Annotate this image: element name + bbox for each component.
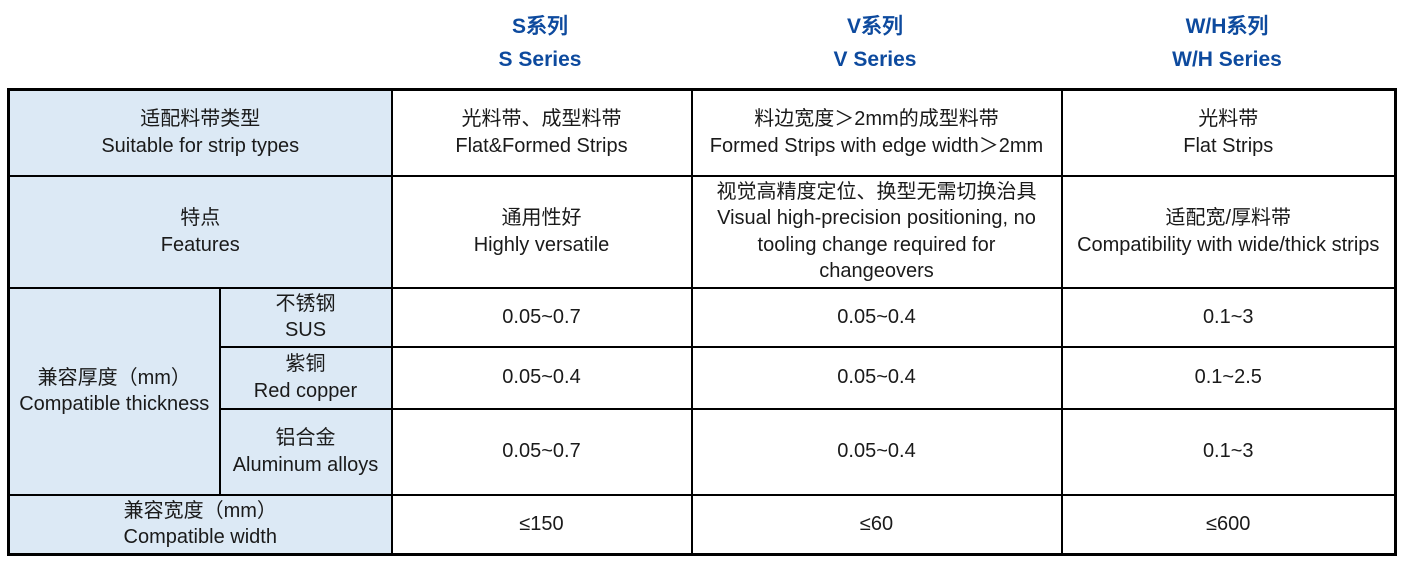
strip-types-label-cell: 适配料带类型 Suitable for strip types xyxy=(7,88,393,177)
strip-types-wh-zh: 光料带 xyxy=(1198,108,1259,131)
series-header-wh: W/H系列 W/H Series xyxy=(1060,11,1394,76)
strip-types-v-en: Formed Strips with edge width＞2mm xyxy=(709,134,1044,157)
row-width: 兼容宽度（mm） Compatible width ≤150 ≤60 ≤600 xyxy=(7,493,1397,556)
strip-types-wh-en: Flat Strips xyxy=(1183,134,1274,157)
features-label-zh: 特点 xyxy=(180,207,221,230)
material-aluminum-en: Aluminum alloys xyxy=(232,453,379,476)
width-cell-v: ≤60 xyxy=(690,493,1063,556)
strip-types-cell-s: 光料带、成型料带 Flat&Formed Strips xyxy=(390,88,693,177)
material-copper-cell: 紫铜 Red copper xyxy=(218,345,393,410)
thickness-label-en: Compatible thickness xyxy=(19,393,210,415)
series-v-title-en: V Series xyxy=(833,48,917,71)
width-cell-wh: ≤600 xyxy=(1060,493,1397,556)
thickness-label-cell: 兼容厚度（mm） Compatible thickness xyxy=(7,286,221,496)
thickness-sus-s: 0.05~0.7 xyxy=(390,286,693,348)
material-aluminum-cell: 铝合金 Aluminum alloys xyxy=(218,407,393,496)
series-header-s: S系列 S Series xyxy=(390,11,690,76)
thickness-copper-wh: 0.1~2.5 xyxy=(1060,345,1397,410)
features-v-zh: 视觉高精度定位、换型无需切换治具 xyxy=(716,180,1037,203)
strip-types-v-zh: 料边宽度＞2mm的成型料带 xyxy=(754,108,999,131)
features-s-en: Highly versatile xyxy=(473,233,610,256)
row-thickness-copper: 紫铜 Red copper 0.05~0.4 0.05~0.4 0.1~2.5 xyxy=(9,345,1397,410)
strip-types-s-zh: 光料带、成型料带 xyxy=(461,108,622,131)
features-cell-wh: 适配宽/厚料带 Compatibility with wide/thick st… xyxy=(1060,174,1397,289)
material-sus-zh: 不锈钢 xyxy=(275,292,336,315)
material-aluminum-zh: 铝合金 xyxy=(275,427,336,450)
thickness-copper-v: 0.05~0.4 xyxy=(690,345,1063,410)
thickness-copper-s: 0.05~0.4 xyxy=(390,345,693,410)
features-label-en: Features xyxy=(160,233,240,256)
strip-types-s-en: Flat&Formed Strips xyxy=(455,134,628,157)
thickness-aluminum-wh: 0.1~3 xyxy=(1060,407,1397,496)
series-s-title-en: S Series xyxy=(498,48,582,71)
row-thickness-sus: 兼容厚度（mm） Compatible thickness 不锈钢 SUS 0.… xyxy=(7,286,1397,496)
series-s-title-zh: S系列 xyxy=(511,15,568,39)
series-v-title-zh: V系列 xyxy=(846,15,903,39)
thickness-sus-wh: 0.1~3 xyxy=(1060,286,1397,348)
strip-types-label-en: Suitable for strip types xyxy=(101,134,300,157)
strip-types-cell-v: 料边宽度＞2mm的成型料带 Formed Strips with edge wi… xyxy=(690,88,1063,177)
features-label-cell: 特点 Features xyxy=(7,174,393,289)
row-thickness-aluminum: 铝合金 Aluminum alloys 0.05~0.7 0.05~0.4 0.… xyxy=(9,407,1397,496)
material-copper-zh: 紫铜 xyxy=(285,353,326,376)
series-header-row: S系列 S Series V系列 V Series W/H系列 W/H Seri… xyxy=(7,0,1401,88)
material-copper-en: Red copper xyxy=(253,379,358,402)
series-header-v: V系列 V Series xyxy=(690,11,1060,76)
features-cell-s: 通用性好 Highly versatile xyxy=(390,174,693,289)
row-features: 特点 Features 通用性好 Highly versatile 视觉高精度定… xyxy=(7,174,1397,289)
width-label-zh: 兼容宽度（mm） xyxy=(123,499,277,522)
features-wh-zh: 适配宽/厚料带 xyxy=(1165,207,1292,230)
width-label-en: Compatible width xyxy=(123,526,277,549)
thickness-sus-v: 0.05~0.4 xyxy=(690,286,1063,348)
thickness-aluminum-s: 0.05~0.7 xyxy=(390,407,693,496)
strip-types-cell-wh: 光料带 Flat Strips xyxy=(1060,88,1397,177)
features-s-zh: 通用性好 xyxy=(501,207,582,230)
material-sus-cell: 不锈钢 SUS xyxy=(218,286,393,348)
width-cell-s: ≤150 xyxy=(390,493,693,556)
series-wh-title-en: W/H Series xyxy=(1172,48,1282,71)
features-v-en: Visual high-precision positioning, no to… xyxy=(717,207,1036,282)
features-cell-v: 视觉高精度定位、换型无需切换治具 Visual high-precision p… xyxy=(690,174,1063,289)
features-wh-en: Compatibility with wide/thick strips xyxy=(1077,233,1380,256)
series-wh-title-zh: W/H系列 xyxy=(1185,15,1269,39)
thickness-label-zh: 兼容厚度（mm） xyxy=(37,366,191,389)
row-strip-types: 适配料带类型 Suitable for strip types 光料带、成型料带… xyxy=(7,88,1397,177)
material-sus-en: SUS xyxy=(284,319,327,341)
spec-table: 适配料带类型 Suitable for strip types 光料带、成型料带… xyxy=(7,88,1397,556)
strip-types-label-zh: 适配料带类型 xyxy=(140,108,261,131)
thickness-aluminum-v: 0.05~0.4 xyxy=(690,407,1063,496)
width-label-cell: 兼容宽度（mm） Compatible width xyxy=(7,493,393,556)
